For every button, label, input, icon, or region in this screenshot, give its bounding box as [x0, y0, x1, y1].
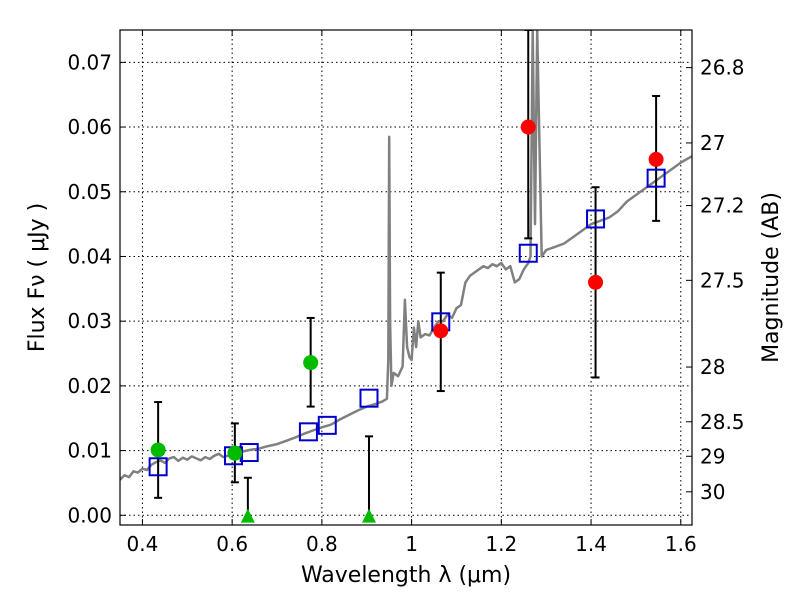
observed-flux-point: [648, 151, 664, 167]
magnitude-tick-label: 29: [700, 444, 725, 468]
y-tick-label: 0.01: [67, 439, 112, 463]
magnitude-tick-label: 28.5: [700, 410, 745, 434]
y-axis-label: Flux Fν ( μJy ): [25, 203, 50, 352]
y-tick-label: 0.07: [67, 50, 112, 74]
x-axis-ticks: 0.4 0.6 0.8 1 1.2 1.4 1.6: [127, 30, 697, 556]
observed-flux-point: [588, 274, 604, 290]
magnitude-axis-ticks: 26.8 27 27.2 27.5 28 28.5 29 30: [686, 56, 745, 504]
observed-flux-point: [520, 119, 536, 135]
model-photometry-square: [359, 388, 379, 408]
model-photometry-square: [298, 422, 318, 442]
y-tick-label: 0.06: [67, 115, 112, 139]
magnitude-tick-label: 27: [700, 131, 725, 155]
plot-frame: [119, 29, 693, 526]
x-tick-label: 1: [405, 532, 418, 556]
model-photometry-square: [518, 243, 538, 263]
model-photometry-square: [148, 457, 168, 477]
data-layer: [120, 30, 692, 523]
model-photometry-square: [646, 168, 666, 188]
y-tick-label: 0.02: [67, 374, 112, 398]
x-tick-label: 1.6: [665, 532, 697, 556]
magnitude-tick-label: 26.8: [700, 56, 745, 80]
x-axis-label: Wavelength λ (μm): [301, 563, 511, 588]
model-photometry-square: [317, 415, 337, 435]
upper-limit-triangle: [361, 508, 376, 523]
y-tick-label: 0.00: [67, 503, 112, 527]
x-tick-label: 0.4: [127, 532, 159, 556]
grid: [120, 30, 692, 525]
observed-flux-point: [433, 323, 449, 339]
y-tick-label: 0.03: [67, 309, 112, 333]
y-axis-ticks: 0.00 0.01 0.02 0.03 0.04 0.05 0.06 0.07: [67, 50, 126, 527]
magnitude-tick-label: 28: [700, 355, 725, 379]
magnitude-tick-label: 30: [700, 480, 725, 504]
x-tick-label: 1.4: [575, 532, 607, 556]
x-tick-label: 0.6: [216, 532, 248, 556]
upper-limit-triangle: [240, 508, 255, 523]
observed-flux-point: [150, 442, 166, 458]
y-tick-label: 0.05: [67, 180, 112, 204]
magnitude-tick-label: 27.2: [700, 194, 745, 218]
y-tick-label: 0.04: [67, 244, 112, 268]
plot-area: [120, 30, 692, 523]
observed-flux-point: [303, 355, 319, 371]
x-tick-label: 1.2: [485, 532, 517, 556]
x-tick-label: 0.8: [306, 532, 338, 556]
model-photometry-square: [586, 209, 606, 229]
magnitude-axis-label: Magnitude (AB): [759, 192, 784, 363]
model-spectrum-line: [120, 30, 692, 481]
observed-flux-point: [227, 445, 243, 461]
magnitude-tick-label: 27.5: [700, 268, 745, 292]
